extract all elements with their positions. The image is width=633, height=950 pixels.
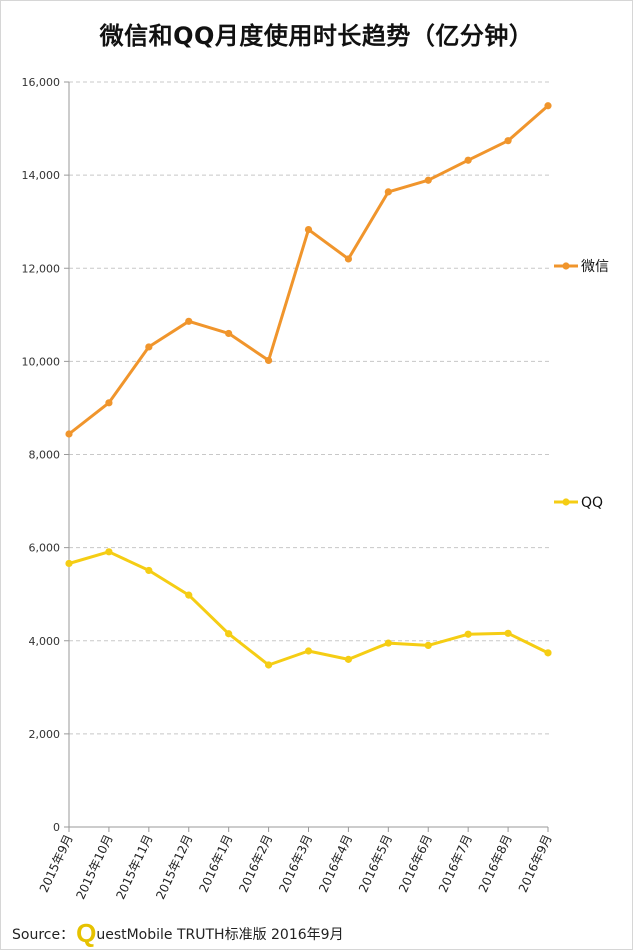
y-tick-label: 0 <box>53 821 60 834</box>
data-point <box>344 655 353 663</box>
data-point <box>504 629 512 637</box>
data-point <box>384 639 392 647</box>
data-point <box>344 255 353 263</box>
questmobile-logo-letter: Q <box>76 918 97 948</box>
data-point <box>304 226 313 234</box>
data-point <box>105 548 113 556</box>
data-point <box>504 137 512 145</box>
x-tick-label: 2015年9月 <box>37 832 76 894</box>
source-prefix: Source： <box>12 927 75 943</box>
x-tick-label: 2016年1月 <box>196 832 235 894</box>
y-tick-label: 6,000 <box>29 542 61 555</box>
x-tick-label: 2015年11月 <box>113 832 155 901</box>
data-point <box>225 329 233 338</box>
data-point <box>424 641 432 650</box>
data-point <box>264 356 273 365</box>
data-point <box>464 630 472 638</box>
x-tick-label: 2016年9月 <box>516 832 555 894</box>
y-tick-label: 2,000 <box>29 728 61 741</box>
x-tick-label: 2016年3月 <box>276 832 315 894</box>
data-point <box>225 630 233 638</box>
x-tick-label: 2016年8月 <box>476 832 515 894</box>
legend-marker <box>562 498 570 506</box>
legend-label: QQ <box>581 495 603 511</box>
data-point <box>145 566 153 575</box>
source-text: uestMobile TRUTH标准版 2016年9月 <box>96 927 344 943</box>
y-tick-label: 4,000 <box>29 635 61 648</box>
x-tick-label: 2016年6月 <box>396 832 435 894</box>
data-point <box>185 317 193 325</box>
x-tick-label: 2016年4月 <box>316 832 355 894</box>
y-tick-label: 14,000 <box>22 169 61 182</box>
data-point <box>264 661 273 669</box>
data-point <box>185 591 193 599</box>
x-tick-label: 2016年2月 <box>236 832 275 894</box>
y-tick-label: 8,000 <box>29 449 61 462</box>
chart-title: 微信和QQ月度使用时长趋势（亿分钟） <box>99 22 534 50</box>
x-tick-label: 2015年10月 <box>73 832 115 901</box>
y-tick-label: 16,000 <box>22 76 61 89</box>
data-point <box>544 649 552 657</box>
data-point <box>544 102 552 110</box>
data-point <box>304 647 313 655</box>
data-point <box>145 343 153 351</box>
legend-marker <box>562 262 570 270</box>
y-tick-label: 12,000 <box>22 262 61 275</box>
data-point <box>464 156 472 164</box>
x-tick-label: 2016年7月 <box>436 832 475 894</box>
y-tick-label: 10,000 <box>22 355 61 368</box>
data-point <box>105 399 113 407</box>
data-point <box>384 188 392 196</box>
series-line <box>68 104 549 436</box>
data-point <box>65 430 73 438</box>
data-point <box>424 176 432 184</box>
data-point <box>65 559 73 568</box>
legend-label: 微信 <box>581 259 609 275</box>
x-tick-label: 2015年12月 <box>153 832 195 901</box>
x-tick-label: 2016年5月 <box>356 832 395 894</box>
source-note: Source：QuestMobile TRUTH标准版 2016年9月 <box>12 918 344 949</box>
